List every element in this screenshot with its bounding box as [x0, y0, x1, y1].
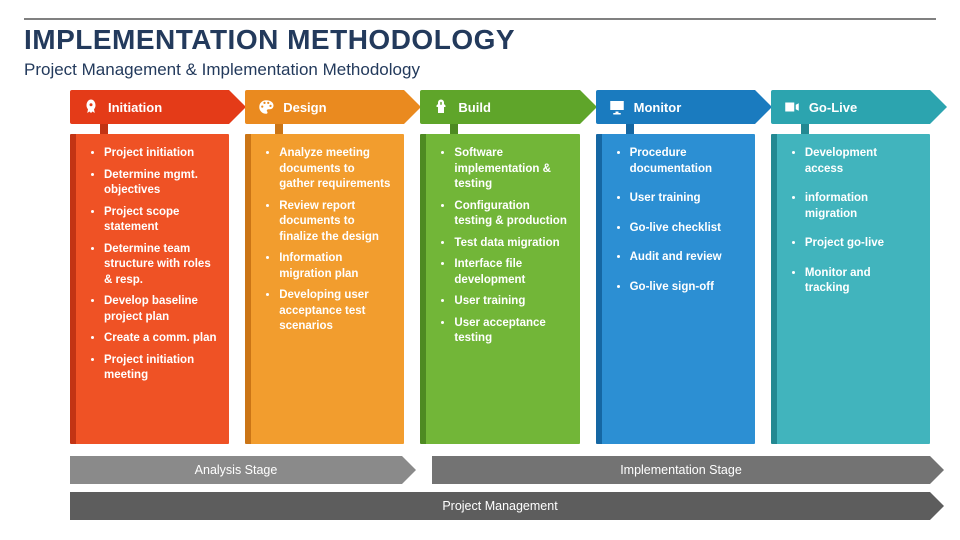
- tab-connector: [450, 124, 458, 134]
- phase-tab-label: Build: [458, 100, 491, 115]
- page-subtitle: Project Management & Implementation Meth…: [24, 60, 420, 80]
- phase-column-design: Design Analyze meeting documents to gathe…: [245, 90, 404, 444]
- phase-item: information migration: [805, 191, 918, 222]
- phase-item: User training: [630, 191, 743, 207]
- stage-row-2: Project Management: [70, 492, 930, 520]
- phase-item: Review report documents to finalize the …: [279, 199, 392, 246]
- phase-item: Information migration plan: [279, 251, 392, 282]
- phase-column-go-live: Go-Live Development access information mig…: [771, 90, 930, 444]
- phase-tab: Build: [420, 90, 579, 124]
- tab-connector: [100, 124, 108, 134]
- phase-item: Project scope statement: [104, 205, 217, 236]
- phase-item: Interface file development: [454, 257, 567, 288]
- phase-column-monitor: Monitor Procedure documentation User train…: [596, 90, 755, 444]
- chevron-right-icon: [930, 492, 944, 520]
- phase-tab-label: Go-Live: [809, 100, 857, 115]
- chevron-right-icon: [755, 90, 772, 124]
- phase-item-list: Project initiation Determine mgmt. object…: [88, 146, 217, 384]
- phase-card: Analyze meeting documents to gather requ…: [245, 134, 404, 444]
- phase-columns: Initiation Project initiation Determine mg…: [70, 90, 930, 444]
- phase-item: Development access: [805, 146, 918, 177]
- phase-item: Analyze meeting documents to gather requ…: [279, 146, 392, 193]
- title-rule: [24, 18, 936, 20]
- camera-icon: [783, 98, 801, 116]
- phase-column-build: Build Software implementation & testing Co…: [420, 90, 579, 444]
- phase-item: Audit and review: [630, 250, 743, 266]
- tab-connector: [626, 124, 634, 134]
- phase-item: Monitor and tracking: [805, 266, 918, 297]
- phase-item: Software implementation & testing: [454, 146, 567, 193]
- phase-card: Project initiation Determine mgmt. object…: [70, 134, 229, 444]
- phase-item: Developing user acceptance test scenario…: [279, 288, 392, 335]
- phase-card: Procedure documentation User training Go-l…: [596, 134, 755, 444]
- stage-project-management: Project Management: [70, 492, 930, 520]
- phase-card: Development access information migration P…: [771, 134, 930, 444]
- phase-item: Project go-live: [805, 236, 918, 252]
- stage-analysis: Analysis Stage: [70, 456, 402, 484]
- phase-card: Software implementation & testing Configu…: [420, 134, 579, 444]
- phase-tab: Design: [245, 90, 404, 124]
- chevron-right-icon: [930, 90, 947, 124]
- monitor-icon: [608, 98, 626, 116]
- phase-item: Create a comm. plan: [104, 331, 217, 347]
- phase-item-list: Software implementation & testing Configu…: [438, 146, 567, 347]
- stage-label: Project Management: [442, 499, 557, 513]
- chevron-right-icon: [404, 90, 421, 124]
- phase-tab: Go-Live: [771, 90, 930, 124]
- phase-tab: Initiation: [70, 90, 229, 124]
- phase-item-list: Procedure documentation User training Go-l…: [614, 146, 743, 295]
- palette-icon: [257, 98, 275, 116]
- phase-item: Configuration testing & production: [454, 199, 567, 230]
- tab-connector: [801, 124, 809, 134]
- phase-item: Develop baseline project plan: [104, 294, 217, 325]
- phase-item: User training: [454, 294, 567, 310]
- stage-label: Analysis Stage: [195, 463, 278, 477]
- stage-implementation: Implementation Stage: [432, 456, 930, 484]
- chevron-right-icon: [229, 90, 246, 124]
- page-title: IMPLEMENTATION METHODOLOGY: [24, 24, 515, 56]
- phase-item: Procedure documentation: [630, 146, 743, 177]
- phase-item: User acceptance testing: [454, 316, 567, 347]
- rocket-icon: [82, 98, 100, 116]
- chevron-right-icon: [580, 90, 597, 124]
- phase-tab-label: Initiation: [108, 100, 162, 115]
- tab-connector: [275, 124, 283, 134]
- phase-item: Determine team structure with roles & re…: [104, 242, 217, 289]
- phase-item-list: Development access information migration P…: [789, 146, 918, 297]
- phase-item: Test data migration: [454, 236, 567, 252]
- phase-tab-label: Monitor: [634, 100, 682, 115]
- stage-row-1: Analysis Stage Implementation Stage: [70, 456, 930, 484]
- phase-item: Go-live checklist: [630, 221, 743, 237]
- phase-tab: Monitor: [596, 90, 755, 124]
- phase-column-initiation: Initiation Project initiation Determine mg…: [70, 90, 229, 444]
- stage-label: Implementation Stage: [620, 463, 742, 477]
- chevron-right-icon: [402, 456, 416, 484]
- phase-item: Project initiation: [104, 146, 217, 162]
- phase-tab-label: Design: [283, 100, 326, 115]
- phase-item-list: Analyze meeting documents to gather requ…: [263, 146, 392, 335]
- phase-item: Project initiation meeting: [104, 353, 217, 384]
- phase-item: Go-live sign-off: [630, 280, 743, 296]
- phase-item: Determine mgmt. objectives: [104, 168, 217, 199]
- wrench-icon: [432, 98, 450, 116]
- chevron-right-icon: [930, 456, 944, 484]
